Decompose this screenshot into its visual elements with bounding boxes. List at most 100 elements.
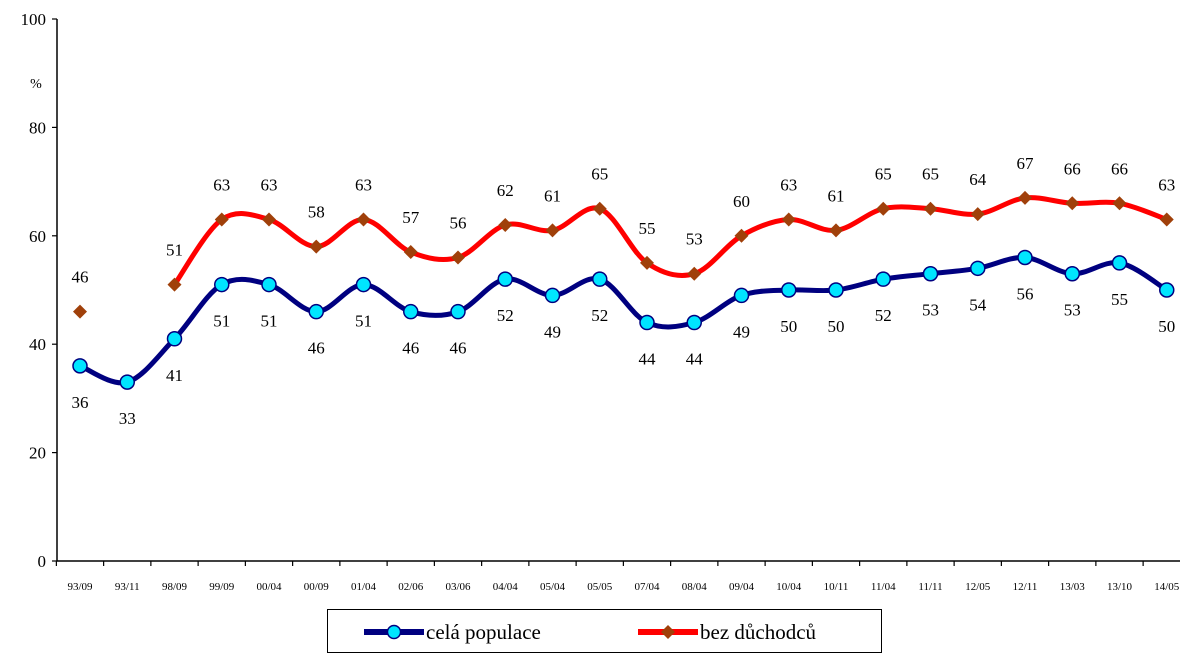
legend-label-series-1: celá populace bbox=[426, 619, 541, 644]
data-point-series-2 bbox=[73, 304, 87, 319]
data-point-series-2 bbox=[214, 212, 229, 227]
data-point-series-2 bbox=[592, 201, 607, 216]
x-tick-label: 05/04 bbox=[540, 581, 566, 593]
data-label-series-2: 55 bbox=[639, 219, 656, 238]
x-tick-label: 09/04 bbox=[729, 581, 755, 593]
y-tick-label: 0 bbox=[38, 552, 47, 571]
legend-item-series-2: bez důchodců bbox=[638, 610, 816, 654]
data-point-series-1 bbox=[119, 374, 135, 390]
series-line-1 bbox=[77, 254, 1170, 386]
x-tick-label: 93/09 bbox=[67, 581, 93, 593]
data-label-series-2: 46 bbox=[72, 268, 89, 287]
data-point-series-1 bbox=[1111, 255, 1128, 271]
data-label-series-2: 65 bbox=[922, 165, 939, 184]
data-point-series-2 bbox=[167, 277, 182, 292]
data-point-series-2 bbox=[262, 212, 276, 227]
data-label-series-2: 66 bbox=[1111, 159, 1128, 178]
data-point-series-1 bbox=[639, 314, 655, 331]
data-point-series-2 bbox=[923, 201, 938, 216]
x-tick-label: 11/11 bbox=[918, 581, 942, 593]
x-tick-label: 10/04 bbox=[776, 581, 802, 593]
x-tick-label: 10/11 bbox=[824, 581, 849, 593]
data-point-series-2 bbox=[1159, 212, 1174, 227]
x-tick-label: 99/09 bbox=[209, 581, 235, 593]
x-axis-ticks: 93/09 93/11 98/09 99/09 00/04 00/09 01/04 02/06… bbox=[55, 561, 1180, 593]
x-tick-label: 00/04 bbox=[256, 581, 282, 593]
data-label-series-2: 65 bbox=[875, 165, 892, 184]
data-point-series-1 bbox=[1017, 249, 1033, 266]
data-label-series-2: 63 bbox=[780, 176, 797, 195]
x-tick-label: 08/04 bbox=[682, 581, 708, 593]
data-point-series-1 bbox=[497, 271, 513, 287]
data-point-series-2 bbox=[309, 239, 324, 254]
data-label-series-1: 46 bbox=[450, 339, 467, 358]
data-point-series-1 bbox=[355, 276, 372, 293]
data-point-series-2 bbox=[970, 207, 985, 222]
data-point-series-1 bbox=[828, 282, 844, 298]
data-label-series-2: 56 bbox=[450, 213, 467, 232]
data-label-series-1: 44 bbox=[686, 350, 704, 369]
data-label-series-1: 46 bbox=[308, 339, 325, 358]
data-point-series-1 bbox=[592, 271, 608, 287]
data-point-series-2 bbox=[498, 217, 513, 232]
data-label-series-2: 63 bbox=[261, 176, 278, 195]
x-tick-label: 11/04 bbox=[871, 581, 896, 593]
data-label-series-2: 63 bbox=[213, 176, 230, 195]
x-tick-label: 03/06 bbox=[445, 581, 471, 593]
data-label-series-1: 49 bbox=[544, 322, 561, 341]
data-point-series-1 bbox=[733, 287, 750, 304]
data-label-series-1: 53 bbox=[1064, 301, 1081, 320]
y-tick-label: 80 bbox=[29, 118, 46, 137]
data-label-series-2: 66 bbox=[1064, 159, 1081, 178]
data-point-series-2 bbox=[829, 223, 843, 238]
data-point-series-2 bbox=[1018, 190, 1032, 205]
data-label-series-1: 36 bbox=[72, 393, 89, 412]
data-label-series-1: 51 bbox=[355, 312, 372, 331]
legend-swatch-circle-icon bbox=[364, 624, 424, 640]
data-point-series-1 bbox=[686, 314, 702, 331]
data-point-series-2 bbox=[1112, 196, 1127, 211]
data-point-series-1 bbox=[922, 265, 939, 282]
x-tick-label: 13/10 bbox=[1107, 581, 1133, 593]
data-point-series-1 bbox=[875, 271, 891, 287]
data-point-series-1 bbox=[214, 276, 230, 293]
y-tick-label: 40 bbox=[29, 335, 46, 354]
legend-swatch-diamond-icon bbox=[638, 625, 698, 639]
data-label-series-2: 61 bbox=[828, 186, 845, 205]
data-point-series-1 bbox=[261, 276, 277, 293]
x-tick-label: 12/05 bbox=[965, 581, 991, 593]
data-label-series-1: 52 bbox=[591, 306, 608, 325]
data-label-series-1: 55 bbox=[1111, 290, 1128, 309]
data-label-series-2: 61 bbox=[544, 186, 561, 205]
x-tick-label: 07/04 bbox=[634, 581, 660, 593]
data-label-series-2: 60 bbox=[733, 192, 750, 211]
data-point-series-2 bbox=[781, 212, 796, 227]
x-tick-label: 01/04 bbox=[351, 581, 377, 593]
x-tick-label: 14/05 bbox=[1154, 581, 1180, 593]
data-labels: 36 33 41 51 51 46 51 46 46 52 49 52 44 44 49 50 50 52 53 54… bbox=[72, 154, 1176, 428]
line-chart: 0 20 40 60 80 100 93/09 93/11 98/09 99/09 00/04 00… bbox=[21, 10, 1180, 593]
data-label-series-1: 51 bbox=[213, 312, 230, 331]
data-label-series-1: 50 bbox=[780, 317, 797, 336]
data-point-series-2 bbox=[1065, 196, 1080, 211]
data-point-series-1 bbox=[308, 303, 324, 320]
x-tick-label: 04/04 bbox=[493, 581, 519, 593]
data-point-series-2 bbox=[640, 255, 654, 270]
series-markers bbox=[72, 190, 1175, 390]
data-label-series-1: 44 bbox=[639, 350, 657, 369]
data-label-series-2: 65 bbox=[591, 165, 608, 184]
data-label-series-1: 50 bbox=[828, 317, 845, 336]
x-tick-label: 05/05 bbox=[587, 581, 613, 593]
x-tick-label: 02/06 bbox=[398, 581, 424, 593]
data-label-series-1: 51 bbox=[261, 312, 278, 331]
data-label-series-1: 33 bbox=[119, 409, 136, 428]
data-label-series-1: 41 bbox=[166, 366, 183, 385]
x-tick-label: 13/03 bbox=[1060, 581, 1086, 593]
y-tick-label: 20 bbox=[29, 444, 46, 463]
x-tick-label: 98/09 bbox=[162, 581, 188, 593]
x-tick-label: 93/11 bbox=[115, 581, 140, 593]
legend: celá populace bez důchodců bbox=[327, 609, 882, 653]
y-tick-label: 100 bbox=[21, 10, 47, 29]
data-label-series-1: 50 bbox=[1158, 317, 1175, 336]
data-label-series-1: 56 bbox=[1017, 284, 1034, 303]
